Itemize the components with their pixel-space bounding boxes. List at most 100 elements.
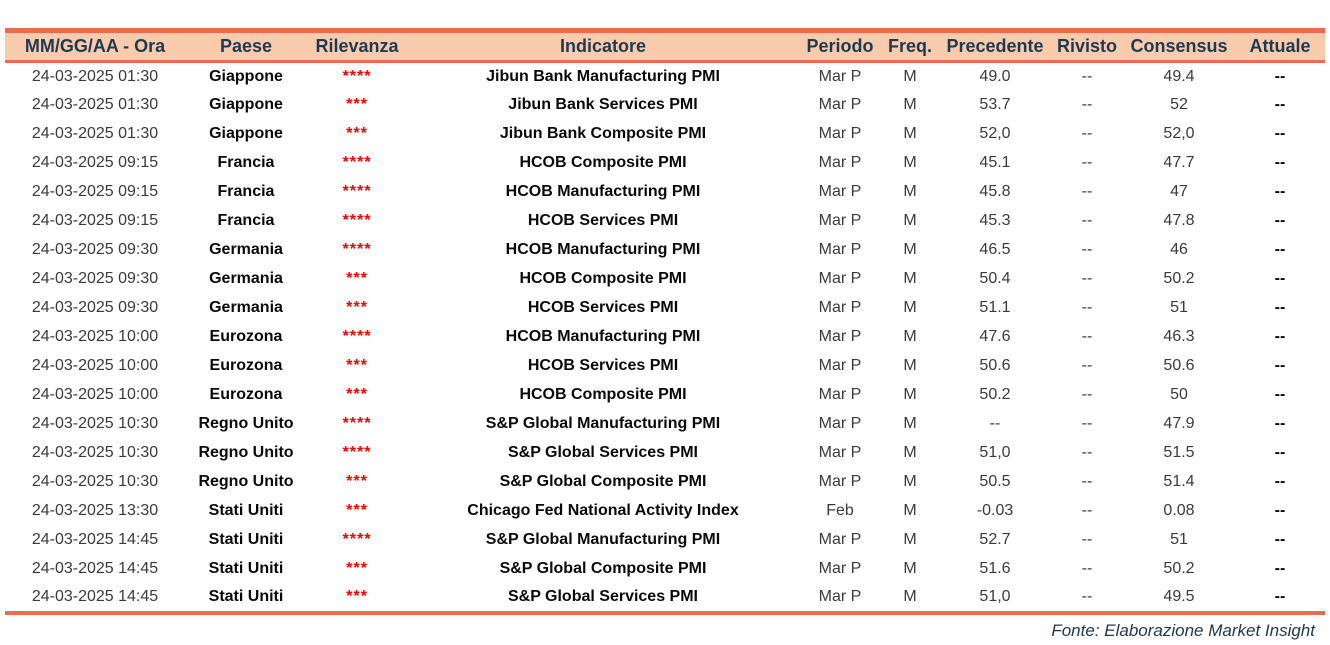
cell-rilevanza: *** <box>307 554 407 584</box>
cell-datetime: 24-03-2025 10:30 <box>5 409 185 439</box>
cell-periodo: Mar P <box>799 61 881 91</box>
cell-datetime: 24-03-2025 14:45 <box>5 554 185 584</box>
cell-paese: Francia <box>185 148 307 178</box>
cell-consensus: 50 <box>1123 380 1235 410</box>
cell-periodo: Mar P <box>799 119 881 149</box>
cell-rilevanza: *** <box>307 264 407 294</box>
cell-precedente: 52,0 <box>939 119 1051 149</box>
cell-rivisto: -- <box>1051 322 1123 352</box>
cell-freq: M <box>881 496 939 526</box>
table-row: 24-03-2025 10:30 Regno Unito **** S&P Globa… <box>5 438 1325 468</box>
cell-paese: Giappone <box>185 119 307 149</box>
cell-precedente: 51,0 <box>939 583 1051 613</box>
cell-rivisto: -- <box>1051 148 1123 178</box>
cell-precedente: 50.6 <box>939 351 1051 381</box>
cell-precedente: 51.6 <box>939 554 1051 584</box>
cell-rivisto: -- <box>1051 351 1123 381</box>
cell-indicatore: S&P Global Manufacturing PMI <box>407 409 799 439</box>
cell-periodo: Mar P <box>799 380 881 410</box>
cell-rilevanza: *** <box>307 496 407 526</box>
cell-freq: M <box>881 235 939 265</box>
column-header-rilevanza: Rilevanza <box>307 30 407 63</box>
cell-datetime: 24-03-2025 10:30 <box>5 438 185 468</box>
cell-datetime: 24-03-2025 09:15 <box>5 206 185 236</box>
source-note: Fonte: Elaborazione Market Insight <box>1051 620 1315 640</box>
cell-periodo: Mar P <box>799 90 881 120</box>
cell-datetime: 24-03-2025 13:30 <box>5 496 185 526</box>
cell-indicatore: S&P Global Composite PMI <box>407 554 799 584</box>
table-row: 24-03-2025 09:15 Francia **** HCOB Manufact… <box>5 177 1325 207</box>
cell-indicatore: Chicago Fed National Activity Index <box>407 496 799 526</box>
cell-periodo: Mar P <box>799 438 881 468</box>
cell-precedente: 49.0 <box>939 61 1051 91</box>
cell-periodo: Mar P <box>799 554 881 584</box>
cell-freq: M <box>881 293 939 323</box>
cell-freq: M <box>881 177 939 207</box>
cell-indicatore: HCOB Services PMI <box>407 293 799 323</box>
cell-rivisto: -- <box>1051 583 1123 613</box>
cell-consensus: 46.3 <box>1123 322 1235 352</box>
cell-consensus: 49.4 <box>1123 61 1235 91</box>
cell-datetime: 24-03-2025 10:30 <box>5 467 185 497</box>
cell-datetime: 24-03-2025 09:15 <box>5 177 185 207</box>
cell-rivisto: -- <box>1051 177 1123 207</box>
cell-periodo: Mar P <box>799 322 881 352</box>
table-row: 24-03-2025 10:30 Regno Unito *** S&P Global… <box>5 467 1325 497</box>
cell-precedente: 46.5 <box>939 235 1051 265</box>
cell-freq: M <box>881 351 939 381</box>
table-header-row: MM/GG/AA - Ora Paese Rilevanza Indicatore Pe… <box>5 30 1325 63</box>
cell-indicatore: HCOB Manufacturing PMI <box>407 322 799 352</box>
cell-attuale: -- <box>1235 148 1325 178</box>
cell-attuale: -- <box>1235 235 1325 265</box>
cell-freq: M <box>881 583 939 613</box>
cell-rilevanza: *** <box>307 119 407 149</box>
cell-rilevanza: **** <box>307 61 407 91</box>
cell-periodo: Mar P <box>799 264 881 294</box>
cell-paese: Stati Uniti <box>185 525 307 555</box>
cell-consensus: 47.9 <box>1123 409 1235 439</box>
cell-datetime: 24-03-2025 10:00 <box>5 322 185 352</box>
cell-freq: M <box>881 409 939 439</box>
cell-freq: M <box>881 525 939 555</box>
cell-datetime: 24-03-2025 09:30 <box>5 293 185 323</box>
cell-attuale: -- <box>1235 554 1325 584</box>
cell-rivisto: -- <box>1051 61 1123 91</box>
cell-paese: Eurozona <box>185 380 307 410</box>
column-header-consensus: Consensus <box>1123 30 1235 63</box>
table-row: 24-03-2025 14:45 Stati Uniti **** S&P Globa… <box>5 525 1325 555</box>
cell-rilevanza: **** <box>307 206 407 236</box>
cell-attuale: -- <box>1235 351 1325 381</box>
column-header-mm-gg-aa-ora: MM/GG/AA - Ora <box>5 30 185 63</box>
cell-rivisto: -- <box>1051 380 1123 410</box>
cell-indicatore: HCOB Services PMI <box>407 351 799 381</box>
cell-datetime: 24-03-2025 01:30 <box>5 90 185 120</box>
cell-rivisto: -- <box>1051 235 1123 265</box>
cell-attuale: -- <box>1235 206 1325 236</box>
cell-precedente: 47.6 <box>939 322 1051 352</box>
cell-precedente: -0.03 <box>939 496 1051 526</box>
cell-rivisto: -- <box>1051 496 1123 526</box>
cell-attuale: -- <box>1235 525 1325 555</box>
cell-rivisto: -- <box>1051 293 1123 323</box>
table-row: 24-03-2025 09:30 Germania *** HCOB Services… <box>5 293 1325 323</box>
cell-datetime: 24-03-2025 01:30 <box>5 61 185 91</box>
table-row: 24-03-2025 09:30 Germania **** HCOB Manufac… <box>5 235 1325 265</box>
cell-indicatore: HCOB Composite PMI <box>407 148 799 178</box>
cell-attuale: -- <box>1235 583 1325 613</box>
cell-precedente: -- <box>939 409 1051 439</box>
cell-precedente: 45.8 <box>939 177 1051 207</box>
cell-attuale: -- <box>1235 119 1325 149</box>
cell-consensus: 47.7 <box>1123 148 1235 178</box>
cell-consensus: 47.8 <box>1123 206 1235 236</box>
cell-periodo: Mar P <box>799 293 881 323</box>
cell-attuale: -- <box>1235 322 1325 352</box>
cell-datetime: 24-03-2025 01:30 <box>5 119 185 149</box>
cell-indicatore: S&P Global Services PMI <box>407 438 799 468</box>
cell-consensus: 50.6 <box>1123 351 1235 381</box>
cell-attuale: -- <box>1235 380 1325 410</box>
cell-precedente: 51.1 <box>939 293 1051 323</box>
cell-datetime: 24-03-2025 10:00 <box>5 380 185 410</box>
cell-indicatore: Jibun Bank Composite PMI <box>407 119 799 149</box>
cell-periodo: Mar P <box>799 467 881 497</box>
